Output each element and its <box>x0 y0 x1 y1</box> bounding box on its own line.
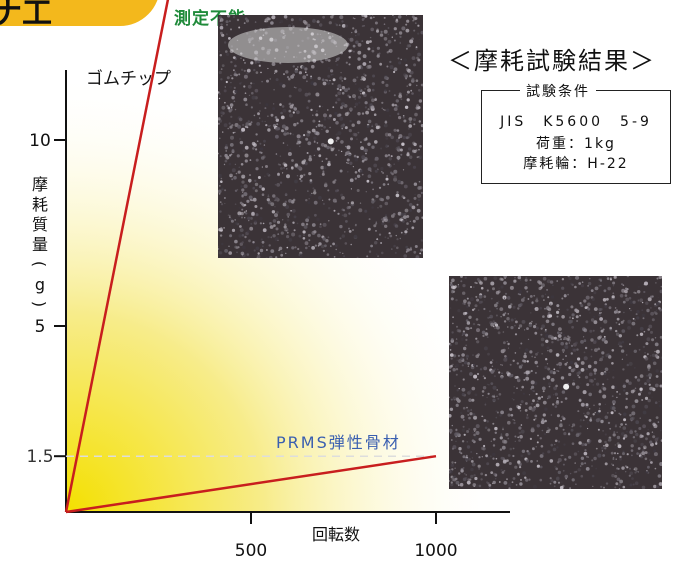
series-label-prms: PRMS弾性骨材 <box>276 433 401 452</box>
y-axis-label-char: 質 <box>32 215 48 234</box>
series-label-rubber: ゴムチップ <box>86 68 171 89</box>
y-tick-label: 5 <box>35 317 46 337</box>
x-axis-label: 回転数 <box>312 525 360 544</box>
condition-standard: JIS K5600 5-9 <box>500 114 652 130</box>
y-axis-label-char: 量 <box>32 235 48 254</box>
section-badge-text: ナ工 <box>0 0 52 31</box>
condition-wheel: 摩耗輪：H-22 <box>523 156 629 172</box>
y-axis-label-char: 摩 <box>32 175 48 194</box>
y-axis-label-char: 耗 <box>32 195 48 214</box>
test-conditions-box: 試験条件 JIS K5600 5-9 荷重：1kg 摩耗輪：H-22 <box>481 81 671 184</box>
series-line-prms <box>65 454 437 514</box>
section-badge: ナ工 <box>0 0 160 31</box>
series-line-rubber <box>64 0 170 513</box>
rubber-chip-sample-photo <box>218 15 423 258</box>
test-conditions-title: 試験条件 <box>520 81 596 101</box>
x-tick-label: 500 <box>235 541 267 561</box>
x-tick-label: 1000 <box>414 541 457 561</box>
condition-load: 荷重：1kg <box>536 136 616 152</box>
prms-sample-photo <box>449 276 662 489</box>
y-tick-label: 10 <box>29 131 51 151</box>
y-axis-label-char: ( <box>30 261 49 267</box>
results-title: ＜摩耗試験結果＞ <box>448 47 656 75</box>
y-tick-label: 1.5 <box>26 447 53 467</box>
y-axis-label-char: g <box>35 275 45 294</box>
y-axis-label-char: ) <box>30 301 49 307</box>
